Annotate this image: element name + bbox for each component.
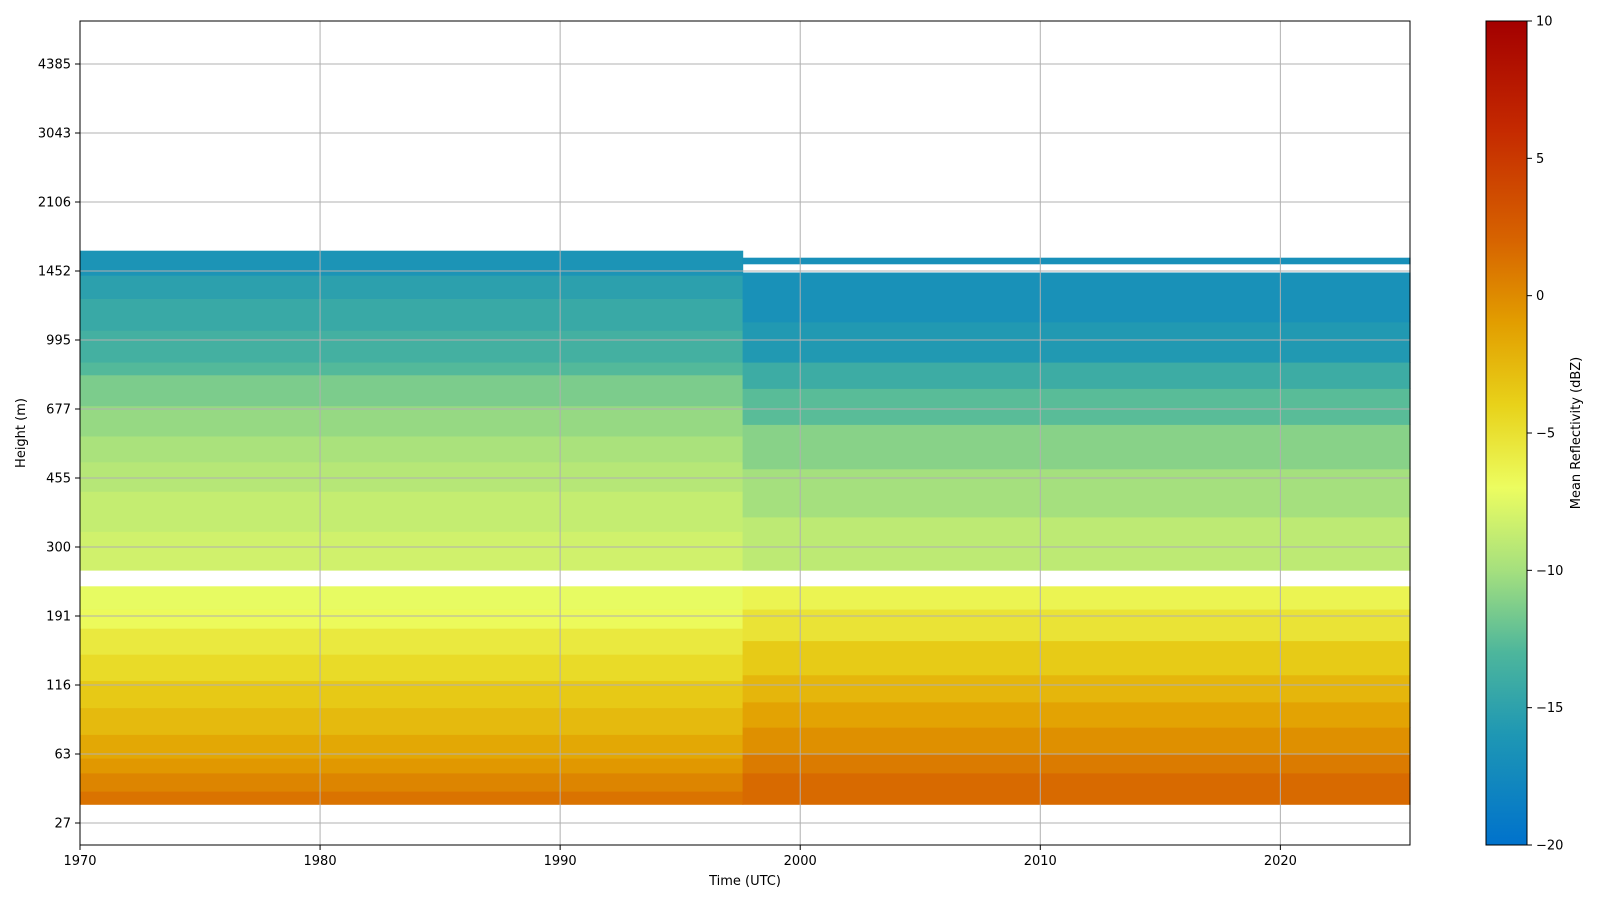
heatmap-cell-s1-l3	[742, 701, 1411, 728]
x-tick-label-1980: 1980	[304, 854, 337, 869]
heatmap-cells	[80, 250, 1411, 805]
heatmap-cell-s0-l11	[80, 491, 744, 532]
y-tick-label-3043: 3043	[38, 127, 71, 142]
heatmap-cell-s1-l15	[742, 257, 1411, 265]
heatmap-cell-s0-l5	[80, 680, 744, 709]
colorbar-tick-label-0: 0	[1536, 289, 1544, 304]
heatmap-cell-s1-l12	[742, 362, 1411, 389]
heatmap-cell-s1-l7	[742, 586, 1411, 610]
x-tick-label-2020: 2020	[1264, 854, 1297, 869]
heatmap-cell-s0-l9	[80, 586, 744, 610]
heatmap-cell-s1-l8	[742, 516, 1411, 571]
x-tick-label-1990: 1990	[544, 854, 577, 869]
colorbar-tick-label-5: 5	[1536, 152, 1544, 167]
y-tick-label-116: 116	[46, 679, 71, 694]
heatmap-cell-s0-l14	[80, 405, 744, 437]
colorbar-tick-label-10: 10	[1536, 15, 1553, 30]
y-tick-label-300: 300	[46, 541, 71, 556]
y-tick-label-995: 995	[46, 334, 71, 349]
y-tick-label-63: 63	[54, 748, 71, 763]
heatmap-cell-s0-l4	[80, 707, 744, 735]
heatmap-cell-s0-l2	[80, 758, 744, 774]
y-tick-label-4385: 4385	[38, 58, 71, 73]
heatmap-cell-s1-l5	[742, 640, 1411, 676]
x-tick-label-1970: 1970	[63, 854, 96, 869]
colorbar-label: Mean Reflectivity (dBZ)	[1569, 357, 1584, 510]
colorbar-ticks: −20 −15 −10 −5 0 5 10	[1527, 15, 1563, 854]
y-tick-label-27: 27	[54, 817, 71, 832]
heatmap-cell-s1-l4	[742, 674, 1411, 703]
heatmap-cell-s1-l9	[742, 468, 1411, 518]
y-tick-label-191: 191	[46, 610, 71, 625]
heatmap-cell-s0-l20	[80, 250, 744, 276]
heatmap-cell-s1-l13	[742, 321, 1411, 363]
x-tick-label-2000: 2000	[784, 854, 817, 869]
heatmap-cell-s0-l0	[80, 791, 744, 805]
y-axis-ticks: 27 63 116 191 300 455 677 995 1452 2106 3043 4385	[38, 58, 80, 832]
heatmap-cell-s1-l0	[742, 772, 1411, 805]
y-tick-label-455: 455	[46, 472, 71, 487]
colorbar-tick-label--15: −15	[1536, 701, 1563, 716]
x-axis-ticks: 1970 1980 1990 2000 2010 2020	[63, 845, 1297, 869]
colorbar-tick-label--10: −10	[1536, 564, 1563, 579]
heatmap-cell-s0-l12	[80, 461, 744, 492]
colorbar-tick-label--5: −5	[1536, 427, 1555, 442]
heatmap-cell-s1-l1	[742, 754, 1411, 774]
heatmap-cell-s0-l8	[80, 609, 744, 629]
gridlines	[79, 21, 1410, 845]
heatmap-cell-s1-l10	[742, 424, 1411, 470]
heatmap-cell-s0-l17	[80, 330, 744, 363]
heatmap-cell-s0-l7	[80, 628, 744, 655]
y-axis-label: Height (m)	[14, 398, 29, 468]
heatmap-cell-s0-l13	[80, 435, 744, 463]
heatmap-cell-s1-l2	[742, 727, 1411, 755]
colorbar-tick-label--20: −20	[1536, 839, 1563, 854]
heatmap-cell-s0-l6	[80, 654, 744, 681]
heatmap-cell-s0-l3	[80, 734, 744, 759]
heatmap-cell-s0-l19	[80, 275, 744, 299]
heatmap-cell-s0-l10	[80, 531, 744, 571]
heatmap-cell-s0-l18	[80, 298, 744, 331]
heatmap-cell-s1-l14	[742, 272, 1411, 323]
heatmap-cell-s0-l15	[80, 374, 744, 407]
colorbar	[1485, 20, 1528, 846]
heatmap-cell-s1-l6	[742, 609, 1411, 642]
x-axis-label: Time (UTC)	[708, 874, 781, 889]
heatmap-cell-s0-l1	[80, 772, 744, 792]
y-tick-label-2106: 2106	[38, 196, 71, 211]
plot-frame	[79, 20, 1411, 846]
x-tick-label-2010: 2010	[1024, 854, 1057, 869]
heatmap-cell-s1-l11	[742, 388, 1411, 425]
y-tick-label-1452: 1452	[38, 265, 71, 280]
y-tick-label-677: 677	[46, 403, 71, 418]
heatmap-cell-s0-l16	[80, 362, 744, 376]
